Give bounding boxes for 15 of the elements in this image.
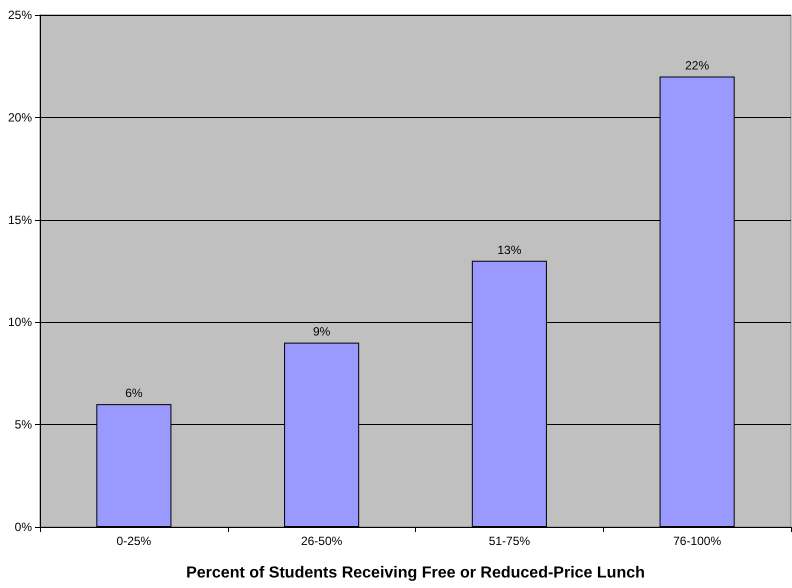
y-tick-label: 20%: [8, 110, 32, 124]
data-label: 13%: [497, 242, 522, 257]
y-tick-label: 25%: [8, 8, 32, 22]
data-label: 9%: [312, 324, 331, 339]
x-axis-title: Percent of Students Receiving Free or Reduced-Price Lunch: [186, 564, 645, 582]
y-tick-label: 5%: [14, 418, 32, 432]
x-tick-label: 26-50%: [300, 534, 343, 548]
data-label: 6%: [125, 386, 143, 400]
x-tick-label: 51-75%: [488, 534, 530, 548]
data-label: 22%: [685, 58, 710, 72]
x-tick-label: 76-100%: [673, 534, 722, 548]
y-tick-label: 15%: [8, 212, 32, 227]
y-tick-label: 0%: [14, 520, 32, 534]
y-tick-label: 10%: [8, 315, 32, 330]
x-tick-label: 0-25%: [116, 534, 152, 548]
